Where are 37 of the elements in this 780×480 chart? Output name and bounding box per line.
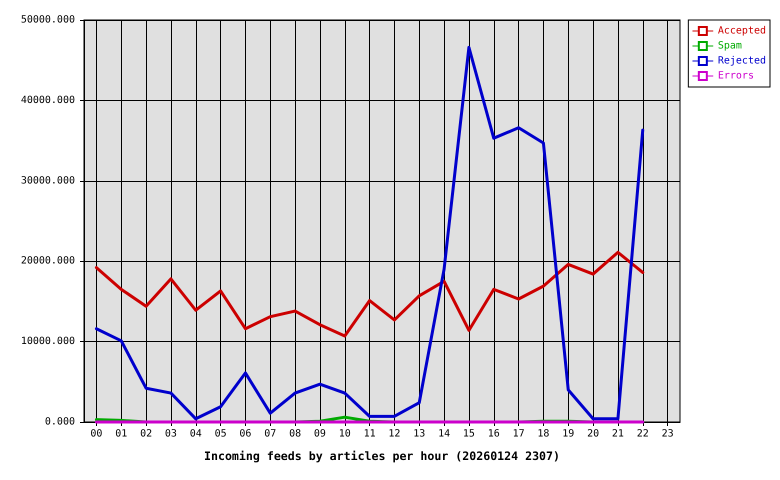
x-tick-label: 03 xyxy=(164,428,177,440)
line-series xyxy=(94,46,644,420)
x-tick-label: 05 xyxy=(214,428,227,440)
x-tick-label: 08 xyxy=(289,428,302,440)
x-tick-label: 01 xyxy=(115,428,128,440)
y-tick-label: 20000.000 xyxy=(20,256,75,267)
x-tick-label: 23 xyxy=(662,428,674,440)
x-tick-label: 07 xyxy=(264,428,276,440)
x-tick-label: 12 xyxy=(388,428,400,440)
x-tick-label: 19 xyxy=(562,428,574,440)
y-tick-label: 0.000 xyxy=(44,416,75,428)
x-axis-title: Incoming feeds by articles per hour (20260124 2307) xyxy=(204,449,560,463)
x-tick-label: 10 xyxy=(338,428,351,440)
y-tick-label: 50000.000 xyxy=(20,14,75,26)
x-tick-label: 02 xyxy=(140,428,152,440)
x-tick-label: 11 xyxy=(364,428,376,440)
x-tick-label: 15 xyxy=(462,428,475,440)
x-tick-label: 18 xyxy=(537,428,550,440)
x-tick-label: 21 xyxy=(612,428,624,440)
x-tick-label: 22 xyxy=(636,428,649,440)
x-tick-label: 16 xyxy=(488,428,500,440)
legend-label: Accepted xyxy=(718,26,766,36)
line-series xyxy=(94,250,644,338)
x-tick-label: 04 xyxy=(190,428,202,440)
legend-label: Errors xyxy=(718,70,754,82)
x-tick-label: 14 xyxy=(438,428,450,440)
x-tick-label: 13 xyxy=(413,428,426,440)
y-tick-label: 30000.000 xyxy=(20,175,75,186)
x-tick-label: 09 xyxy=(314,428,326,440)
y-tick-label: 40000.000 xyxy=(20,94,75,106)
x-tick-label: 06 xyxy=(239,428,252,440)
legend-label: Spam xyxy=(718,40,742,52)
x-tick-label: 00 xyxy=(90,428,102,440)
y-tick-label: 10000.000 xyxy=(20,336,75,348)
legend-label: Rejected xyxy=(718,56,766,66)
x-tick-label: 17 xyxy=(512,428,525,440)
x-tick-label: 20 xyxy=(587,428,600,440)
